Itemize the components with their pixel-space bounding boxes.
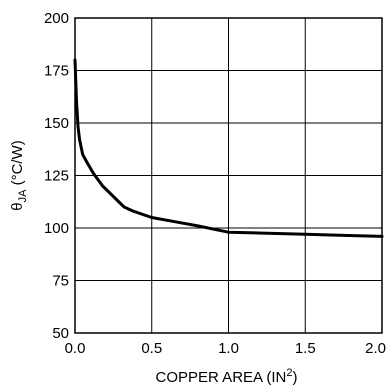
x-axis-title: COPPER AREA (IN2)	[156, 367, 298, 386]
y-tick-label: 50	[52, 325, 69, 342]
y-tick-label: 75	[52, 273, 69, 290]
x-axis-title-main: COPPER AREA (IN	[156, 369, 287, 386]
plot-frame	[74, 17, 383, 334]
y-tick-labels: 50 75 100 125 150 175 200	[44, 10, 69, 342]
x-tick-label: 0.0	[65, 340, 86, 357]
series-line-theta-ja	[73, 58, 384, 238]
y-tick-label: 200	[44, 10, 69, 27]
y-axis-title: θJA (°C/W)	[9, 140, 29, 211]
y-axis-title-sub: JA	[17, 189, 29, 203]
x-tick-labels: 0.0 0.5 1.0 1.5 2.0	[65, 340, 386, 357]
x-tick-label: 1.5	[295, 340, 316, 357]
y-axis-title-unit: (°C/W)	[9, 140, 26, 189]
x-tick-label: 2.0	[365, 340, 386, 357]
y-tick-label: 175	[44, 63, 69, 80]
grid-lines	[75, 18, 382, 333]
y-tick-label: 125	[44, 168, 69, 185]
x-axis-title-tail: )	[293, 369, 298, 386]
y-tick-label: 100	[44, 220, 69, 237]
x-axis-title-sup: 2	[286, 367, 292, 379]
x-tick-label: 1.0	[218, 340, 239, 357]
y-axis-title-theta: θ	[9, 202, 26, 210]
x-tick-label: 0.5	[141, 340, 162, 357]
y-tick-label: 150	[44, 115, 69, 132]
